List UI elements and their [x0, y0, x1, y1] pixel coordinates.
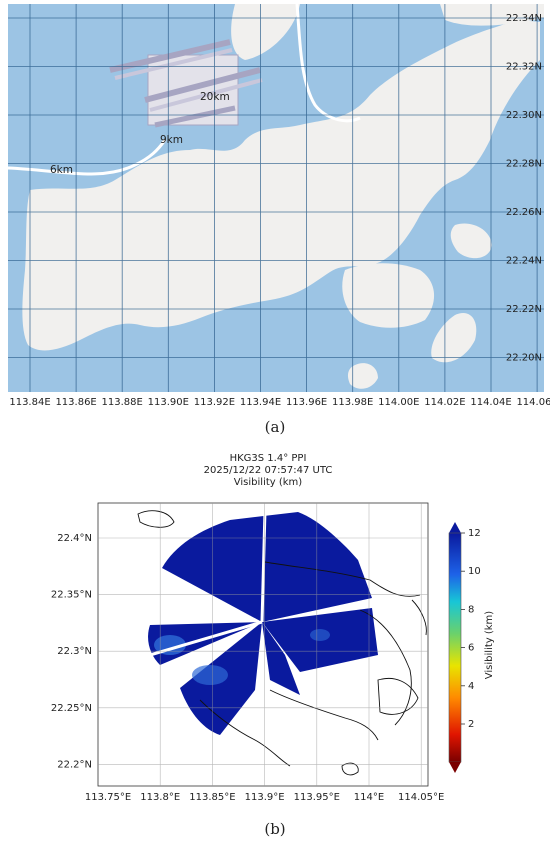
- plot-title-line1: HKG3S 1.4° PPI: [230, 453, 307, 464]
- colorbar-label: Visibility (km): [484, 611, 495, 680]
- map-panel-b: HKG3S 1.4° PPI 2025/12/22 07:57:47 UTC V…: [0, 450, 550, 846]
- lat-label-a: 22.28N: [506, 159, 542, 170]
- land-main: [22, 20, 540, 351]
- lon-label-a: 114.06E: [516, 397, 550, 408]
- lon-label-b: 113.8°E: [140, 792, 180, 803]
- range-label-6km: 6km: [50, 164, 73, 176]
- land-island-s: [347, 363, 378, 389]
- longitude-labels-a: 113.84E 113.86E 113.88E 113.90E 113.92E 113.9…: [9, 397, 550, 408]
- lon-label-b: 113.85°E: [189, 792, 235, 803]
- plot-title-line2: 2025/12/22 07:57:47 UTC: [204, 465, 333, 476]
- lon-label-b: 113.95°E: [294, 792, 340, 803]
- land-east: [342, 263, 435, 328]
- lon-label-b: 113.9°E: [245, 792, 285, 803]
- lat-label-a: 22.26N: [506, 207, 542, 218]
- lon-label-b: 114.05°E: [398, 792, 444, 803]
- plot-title-line3: Visibility (km): [234, 477, 303, 488]
- lat-label-a: 22.20N: [506, 353, 542, 364]
- lon-label-a: 114.02E: [424, 397, 465, 408]
- colorbar: [448, 522, 462, 773]
- lat-label-b: 22.35°N: [51, 590, 92, 601]
- basemap-svg[interactable]: 113.84E 113.86E 113.88E 113.90E 113.92E 113.9…: [0, 0, 550, 410]
- caption-b: (b): [264, 820, 286, 838]
- colorbar-tick-label: 4: [468, 681, 474, 692]
- lon-label-a: 114.04E: [470, 397, 511, 408]
- land-ne: [440, 4, 544, 26]
- lon-label-a: 113.94E: [240, 397, 281, 408]
- land-island-se: [431, 312, 477, 363]
- lon-label-a: 113.88E: [102, 397, 143, 408]
- range-label-20km: 20km: [200, 91, 230, 103]
- caption-a: (a): [264, 418, 286, 436]
- colorbar-ticks: 12 10 8 6 4 2: [461, 528, 481, 730]
- lat-label-b: 22.2°N: [57, 759, 92, 770]
- bridge-north: [295, 3, 361, 123]
- colorbar-tick-label: 2: [468, 719, 474, 730]
- lon-label-a: 113.98E: [332, 397, 373, 408]
- lon-label-a: 113.86E: [55, 397, 96, 408]
- map-panel-a: 113.84E 113.86E 113.88E 113.90E 113.92E 113.9…: [0, 0, 550, 410]
- latitude-labels-b: 22.4°N 22.35°N 22.3°N 22.25°N 22.2°N: [51, 533, 92, 770]
- lat-label-b: 22.3°N: [57, 646, 92, 657]
- coastlines: [137, 510, 427, 776]
- lat-label-a: 22.34N: [506, 13, 542, 24]
- lon-label-a: 113.96E: [286, 397, 327, 408]
- range-label-9km: 9km: [160, 134, 183, 146]
- bridge-west: [7, 139, 167, 176]
- latitude-labels-a: 22.34N 22.32N 22.30N 22.28N 22.26N 22.24N 22.2…: [506, 13, 542, 364]
- lat-label-a: 22.30N: [506, 110, 542, 121]
- lon-label-a: 114.00E: [378, 397, 419, 408]
- lat-label-a: 22.32N: [506, 62, 542, 73]
- colorbar-tick-label: 6: [468, 643, 474, 654]
- longitude-labels-b: 113.75°E 113.8°E 113.85°E 113.9°E 113.95°E 11…: [85, 792, 445, 803]
- lat-label-a: 22.24N: [506, 256, 542, 267]
- colorbar-tick-label: 10: [468, 566, 481, 577]
- lon-label-a: 113.92E: [194, 397, 235, 408]
- lat-label-b: 22.4°N: [57, 533, 92, 544]
- radar-svg[interactable]: HKG3S 1.4° PPI 2025/12/22 07:57:47 UTC V…: [0, 450, 550, 846]
- graticule-b: [98, 503, 428, 786]
- lon-label-b: 114°E: [354, 792, 384, 803]
- lon-label-a: 113.90E: [148, 397, 189, 408]
- lat-label-b: 22.25°N: [51, 703, 92, 714]
- colorbar-tick-label: 12: [468, 528, 481, 539]
- colorbar-tick-label: 8: [468, 604, 474, 615]
- lat-label-a: 22.22N: [506, 304, 542, 315]
- land-island-e: [450, 223, 492, 259]
- lon-label-a: 113.84E: [9, 397, 50, 408]
- graticule-a: [8, 4, 544, 392]
- lon-label-b: 113.75°E: [85, 792, 131, 803]
